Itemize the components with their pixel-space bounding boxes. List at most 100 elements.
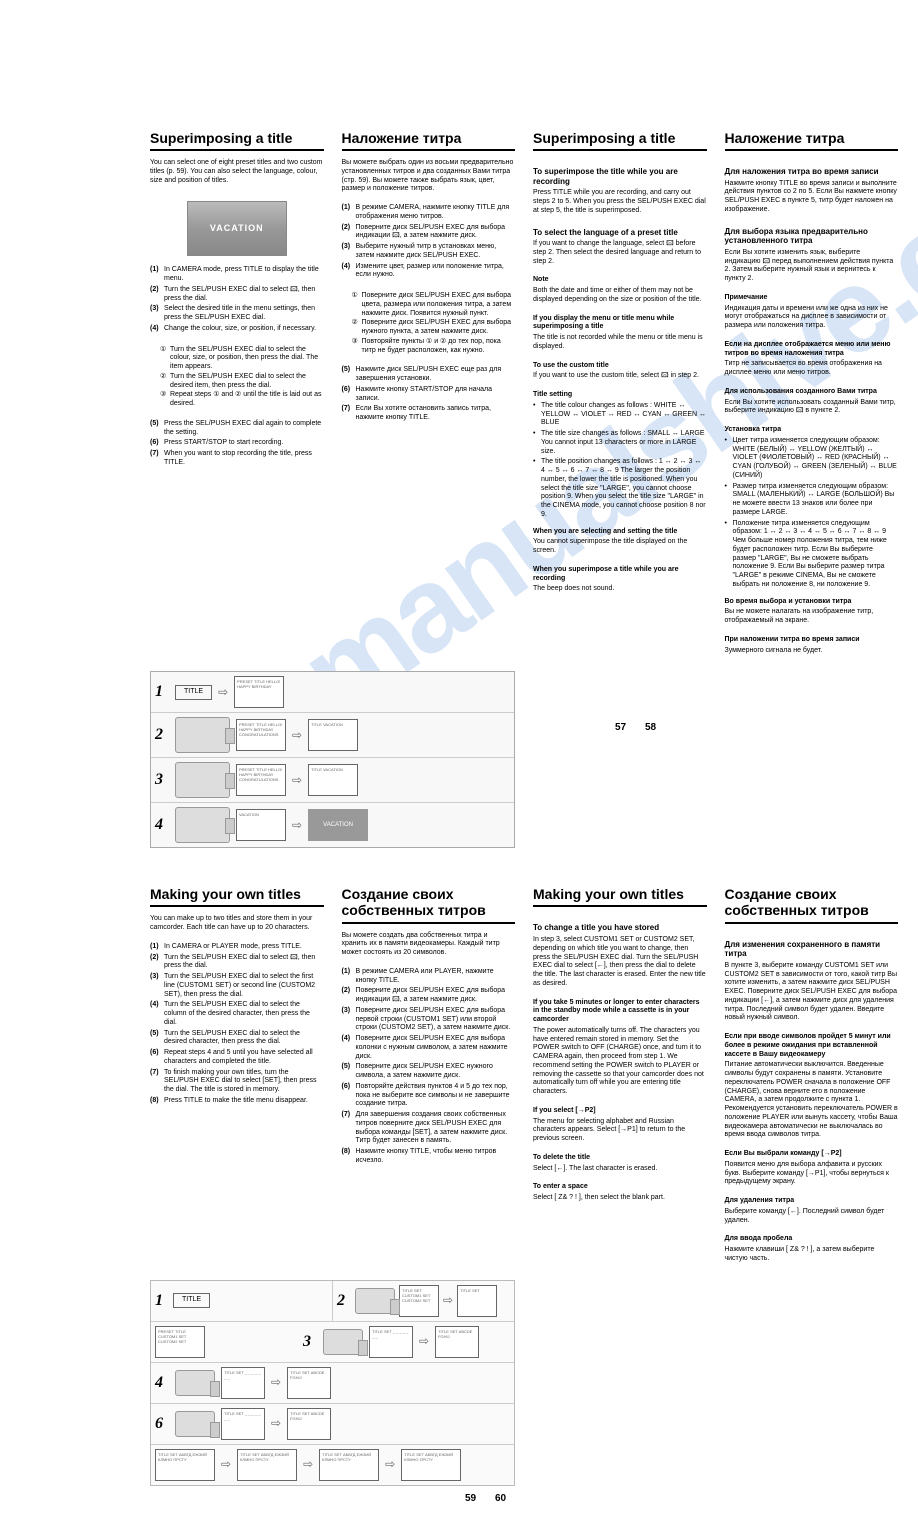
subhead: To use the custom title (533, 362, 707, 371)
step-item: (8)Press TITLE to make the title menu di… (150, 1097, 324, 1106)
steps-list: (1)In CAMERA or PLAYER mode, press TITLE… (150, 943, 324, 1108)
step-item: (7)Если Вы хотите остановить запись титр… (342, 405, 516, 423)
intro-text: You can make up to two titles and store … (150, 915, 324, 933)
subhead: Если на дисплее отображается меню или ме… (725, 341, 899, 359)
intro-text: You can select one of eight preset title… (150, 159, 324, 185)
col-57-ru: Наложение титра Вы можете выбрать один и… (342, 130, 516, 659)
body-text: If you want to change the language, sele… (533, 240, 707, 266)
subhead: Для удаления титра (725, 1197, 899, 1206)
bullet-item: •The title size changes as follows : SMA… (533, 430, 707, 456)
page-number-60: 60 (495, 1493, 506, 1506)
substeps-list-ru: ①Поверните диск SEL/PUSH EXEC для выбора… (342, 292, 516, 356)
col-59-ru: Создание своих собственных титров Вы мож… (342, 886, 516, 1267)
body-text: Выберите команду [←]. Последний символ б… (725, 1208, 899, 1226)
step-item: (3)Turn the SEL/PUSH EXEC dial to select… (150, 973, 324, 999)
col-57-en: Superimposing a title You can select one… (150, 130, 324, 659)
col-60-ru: Создание своих собственных титров Для из… (725, 886, 899, 1267)
substep-item: ②Turn the SEL/PUSH EXEC dial to select t… (150, 373, 324, 391)
subhead: If you select [→P2] (533, 1107, 707, 1116)
body-text: Если Вы хотите изменить язык, выберите и… (725, 249, 899, 284)
step-item: (7)Для завершения создания своих собстве… (342, 1111, 516, 1146)
subhead: Для выбора языка предварительно установл… (725, 227, 899, 246)
body-text: The beep does not sound. (533, 585, 707, 594)
subhead: To change a title you have stored (533, 923, 707, 933)
spread-59-60: Making your own titles You can make up t… (150, 886, 898, 1485)
step-item: (1)В режиме CAMERA, нажмите кнопку TITLE… (342, 204, 516, 222)
page-number-58: 58 (645, 722, 656, 735)
subhead: Для наложения титра во время записи (725, 167, 899, 177)
spread-57-58: Superimposing a title You can select one… (150, 130, 898, 848)
subhead: При наложении титра во время записи (725, 636, 899, 645)
body-text: Индикация даты и времени или же одна из … (725, 305, 899, 331)
subhead: Title setting (533, 391, 707, 400)
step-item: (2)Поверните диск SEL/PUSH EXEC для выбо… (342, 224, 516, 242)
body-text: Титр не записывается во время отображени… (725, 360, 899, 378)
body-text: Если Вы хотите использовать созданный Ва… (725, 399, 899, 417)
step-item: (3)Поверните диск SEL/PUSH EXEC для выбо… (342, 1007, 516, 1033)
step-item: (5)Press the SEL/PUSH EXEC dial again to… (150, 420, 324, 438)
figure-row: 4VACATION⇨VACATION (151, 803, 514, 847)
substep-item: ①Turn the SEL/PUSH EXEC dial to select t… (150, 346, 324, 372)
body-text: The power automatically turns off. The c… (533, 1027, 707, 1097)
bullet-list: •Цвет титра изменяется следующим образом… (725, 437, 899, 592)
body-text: You cannot superimpose the title display… (533, 538, 707, 556)
page-number-59: 59 (465, 1493, 476, 1506)
step-item: (6)Repeat steps 4 and 5 until you have s… (150, 1049, 324, 1067)
body-text: If you want to use the custom title, sel… (533, 372, 707, 381)
subhead: Во время выбора и установки титра (725, 598, 899, 607)
step-item: (7)To finish making your own titles, tur… (150, 1069, 324, 1095)
figure-row: 1TITLE⇨PRESET TITLE HELLO! HAPPY BIRTHDA… (151, 672, 514, 713)
step-item: (5)Поверните диск SEL/PUSH EXEC нужного … (342, 1063, 516, 1081)
body-text: The menu for selecting alphabet and Russ… (533, 1118, 707, 1144)
substeps-list: ①Turn the SEL/PUSH EXEC dial to select t… (150, 346, 324, 410)
subhead: Для ввода пробела (725, 1235, 899, 1244)
step-item: (4)Поверните диск SEL/PUSH EXEC для выбо… (342, 1035, 516, 1061)
body-text: Появится меню для выбора алфавита и русс… (725, 1161, 899, 1187)
figure-title-steps: 1TITLE⇨PRESET TITLE HELLO! HAPPY BIRTHDA… (150, 671, 515, 848)
step-item: (5)Нажмите диск SEL/PUSH EXEC еще раз дл… (342, 366, 516, 384)
figure-row: 6TITLE SET _ _ _ _ _ _ _⇨TITLE SET ABCDE… (151, 1404, 514, 1445)
bullet-item: •The title position changes as follows :… (533, 458, 707, 519)
steps-list: (1)In CAMERA mode, press TITLE to displa… (150, 266, 324, 335)
body-text: Press TITLE while you are recording, and… (533, 189, 707, 215)
steps-list-2: (5)Press the SEL/PUSH EXEC dial again to… (150, 420, 324, 470)
heading-58-en: Superimposing a title (533, 130, 707, 151)
steps-list-2-ru: (5)Нажмите диск SEL/PUSH EXEC еще раз дл… (342, 366, 516, 425)
heading-superimposing-en: Superimposing a title (150, 130, 324, 151)
subhead: Установка титра (725, 426, 899, 435)
heading-58-ru: Наложение титра (725, 130, 899, 151)
heading-60-ru: Создание своих собственных титров (725, 886, 899, 923)
body-text: Питание автоматически выключится. Введен… (725, 1061, 899, 1140)
subhead: Если при вводе символов пройдет 5 минут … (725, 1033, 899, 1059)
steps-list-ru: (1)В режиме CAMERA или PLAYER, нажмите к… (342, 968, 516, 1168)
subhead: Для изменения сохраненного в памяти титр… (725, 940, 899, 959)
step-item: (2)Turn the SEL/PUSH EXEC dial to select… (150, 954, 324, 972)
bullet-item: •The title colour changes as follows : W… (533, 402, 707, 428)
step-item: (4)Turn the SEL/PUSH EXEC dial to select… (150, 1001, 324, 1027)
subhead: Для использования созданного Вами титра (725, 388, 899, 397)
subhead: Если Вы выбрали команду [→P2] (725, 1150, 899, 1159)
step-item: (2)Turn the SEL/PUSH EXEC dial to select… (150, 286, 324, 304)
note-head: Note (533, 276, 707, 285)
body-text: Зуммерного сигнала не будет. (725, 647, 899, 656)
step-item: (1)In CAMERA or PLAYER mode, press TITLE… (150, 943, 324, 952)
body-text: Both the date and time or either of them… (533, 287, 707, 305)
intro-text-ru: Вы можете создать два собственных титра … (342, 932, 516, 958)
subhead: If you take 5 minutes or longer to enter… (533, 999, 707, 1025)
bullet-item: •Размер титра изменяется следующим образ… (725, 483, 899, 518)
body-text: Select [←]. The last character is erased… (533, 1165, 707, 1174)
body-text: In step 3, select CUSTOM1 SET or CUSTOM2… (533, 936, 707, 989)
substep-item: ①Поверните диск SEL/PUSH EXEC для выбора… (342, 292, 516, 318)
step-item: (4)Измените цвет, размер или положение т… (342, 263, 516, 281)
figure-custom-title-steps: 1TITLE2TITLE SET CUSTOM1 SET CUSTOM2 SET… (150, 1280, 515, 1486)
body-text: Нажмите клавиши [ Z& ? ! ], а затем выбе… (725, 1246, 899, 1264)
heading-superimposing-ru: Наложение титра (342, 130, 516, 151)
subhead: To select the language of a preset title (533, 228, 707, 238)
page-number-57: 57 (615, 722, 626, 735)
heading-60-en: Making your own titles (533, 886, 707, 907)
subhead: If you display the menu or title menu wh… (533, 315, 707, 333)
subhead: When you superimpose a title while you a… (533, 566, 707, 584)
body-text: The title is not recorded while the menu… (533, 334, 707, 352)
body-text: В пункте 3, выберите команду CUSTOM1 SET… (725, 962, 899, 1023)
bullet-item: •Положение титра изменяется следующим об… (725, 520, 899, 590)
